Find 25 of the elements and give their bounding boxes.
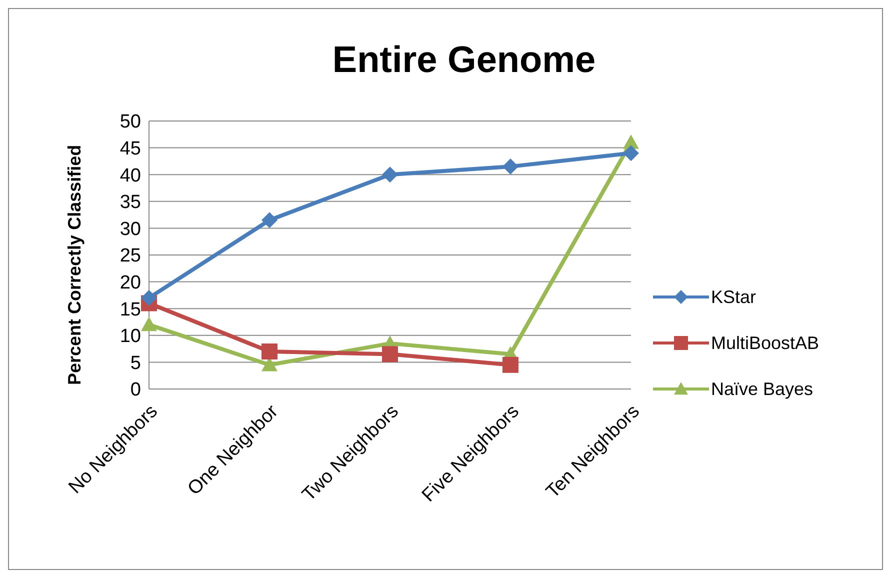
legend-label: MultiBoostAB (710, 332, 819, 354)
y-tick-label: 25 (120, 246, 141, 267)
y-tick-label: 20 (120, 272, 141, 294)
point (382, 166, 398, 183)
point (261, 212, 278, 228)
y-tick-label: 40 (120, 165, 141, 186)
y-tick-label: 15 (120, 299, 141, 320)
point (502, 158, 518, 175)
y-tick-label: 5 (130, 352, 141, 374)
y-tick-label: 35 (120, 192, 141, 214)
y-tick-label: 50 (120, 112, 141, 133)
y-tick-label: 30 (120, 218, 141, 240)
point (502, 356, 518, 373)
chart-title: Entire Genome (331, 39, 597, 81)
legend-label: Naïve Bayes (710, 378, 814, 400)
point (141, 290, 157, 306)
point (141, 316, 157, 332)
legend-label: KStar (710, 286, 756, 308)
y-tick-label: 10 (120, 326, 141, 348)
y-tick-label: 45 (120, 138, 141, 160)
y-axis-title: Percent Correctly Classified (64, 144, 84, 385)
point (382, 346, 398, 362)
point (622, 145, 639, 162)
point (261, 343, 278, 360)
y-tick-label: 0 (130, 380, 141, 401)
